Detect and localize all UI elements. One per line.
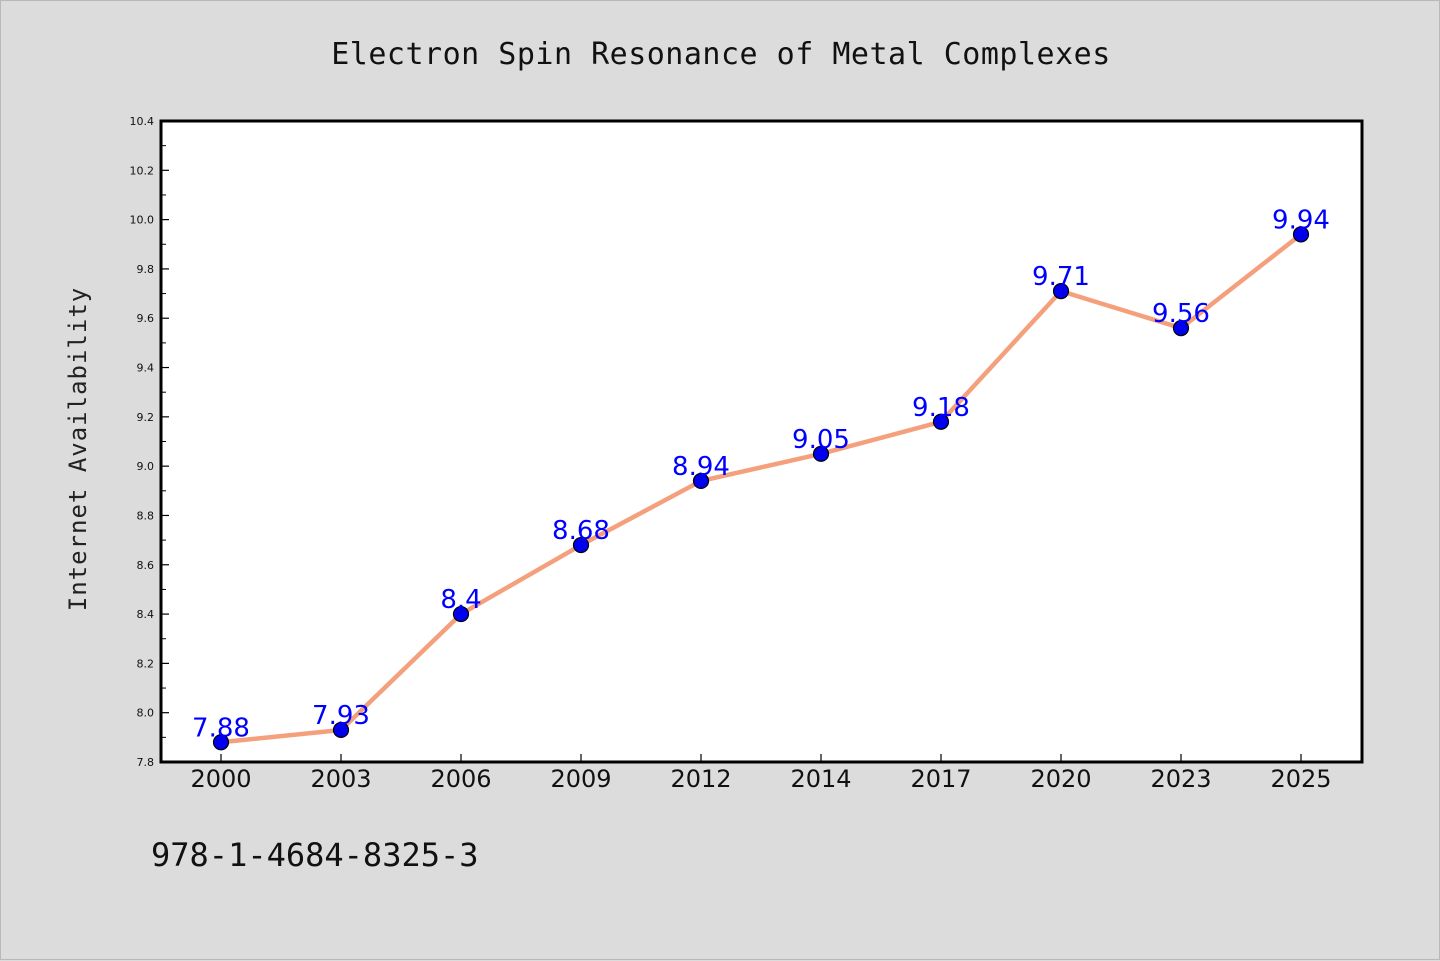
isbn-footer: 978-1-4684-8325-3 <box>151 836 479 874</box>
series-layer: 7.88 7.93 8.4 8.68 8.94 9.05 9.18 9.71 9.56 9.94 <box>192 205 1330 751</box>
y-tick-label: 9.6 <box>137 312 155 325</box>
data-point <box>332 721 350 739</box>
y-axis: 7.8 8.0 8.2 8.4 8.6 8.8 9.0 9.2 9.4 9.6 9.8 10.0 10.… <box>130 115 169 769</box>
data-point <box>1172 319 1190 337</box>
data-label: 7.88 <box>192 713 250 743</box>
data-label: 9.71 <box>1032 262 1090 292</box>
y-axis-label: Internet Availability <box>64 287 92 611</box>
data-point <box>692 472 710 490</box>
series-line <box>218 232 1304 745</box>
data-label: 9.18 <box>912 393 970 423</box>
data-label: 8.68 <box>552 516 610 546</box>
y-tick-label: 8.2 <box>137 657 155 670</box>
x-tick-label: 2009 <box>550 765 611 793</box>
x-tick-label: 2025 <box>1270 765 1331 793</box>
x-tick-label: 2003 <box>310 765 371 793</box>
y-tick-label: 10.2 <box>130 164 155 177</box>
x-tick-label: 2017 <box>910 765 971 793</box>
data-label: 8.94 <box>672 452 730 482</box>
plot-border <box>159 119 1364 764</box>
y-tick-label: 8.0 <box>137 707 155 720</box>
data-point <box>812 445 830 462</box>
data-label: 7.93 <box>312 701 370 731</box>
x-tick-label: 2012 <box>670 765 731 793</box>
y-tick-label: 9.8 <box>137 263 155 276</box>
data-point <box>572 536 590 554</box>
data-label: 9.56 <box>1152 299 1210 329</box>
plot-area <box>161 121 1362 762</box>
x-tick-label: 2020 <box>1030 765 1091 793</box>
chart-title: Electron Spin Resonance of Metal Complex… <box>331 37 1111 72</box>
y-tick-label: 10.0 <box>130 214 155 227</box>
y-tick-label: 8.4 <box>137 608 155 621</box>
y-tick-label: 9.0 <box>137 460 155 473</box>
x-tick-label: 2014 <box>790 765 851 793</box>
x-axis: 2000 2003 2006 2009 2012 2014 2017 2020 2023 2025 <box>190 754 1332 793</box>
y-tick-label: 7.8 <box>137 756 155 769</box>
data-point <box>1292 226 1310 243</box>
y-tick-label: 8.8 <box>137 509 155 522</box>
y-tick-label: 10.4 <box>130 115 155 128</box>
data-label: 9.94 <box>1272 205 1330 235</box>
data-label: 8.4 <box>440 585 481 615</box>
x-tick-label: 2000 <box>190 765 251 793</box>
data-point <box>932 413 950 430</box>
x-tick-label: 2023 <box>1150 765 1211 793</box>
data-point <box>452 605 470 623</box>
data-label: 9.05 <box>792 425 850 455</box>
y-tick-label: 9.4 <box>137 362 155 375</box>
data-point <box>212 734 230 751</box>
data-point <box>1052 283 1070 300</box>
y-tick-label: 8.6 <box>137 559 155 572</box>
x-tick-label: 2006 <box>430 765 491 793</box>
y-tick-label: 9.2 <box>137 411 155 424</box>
